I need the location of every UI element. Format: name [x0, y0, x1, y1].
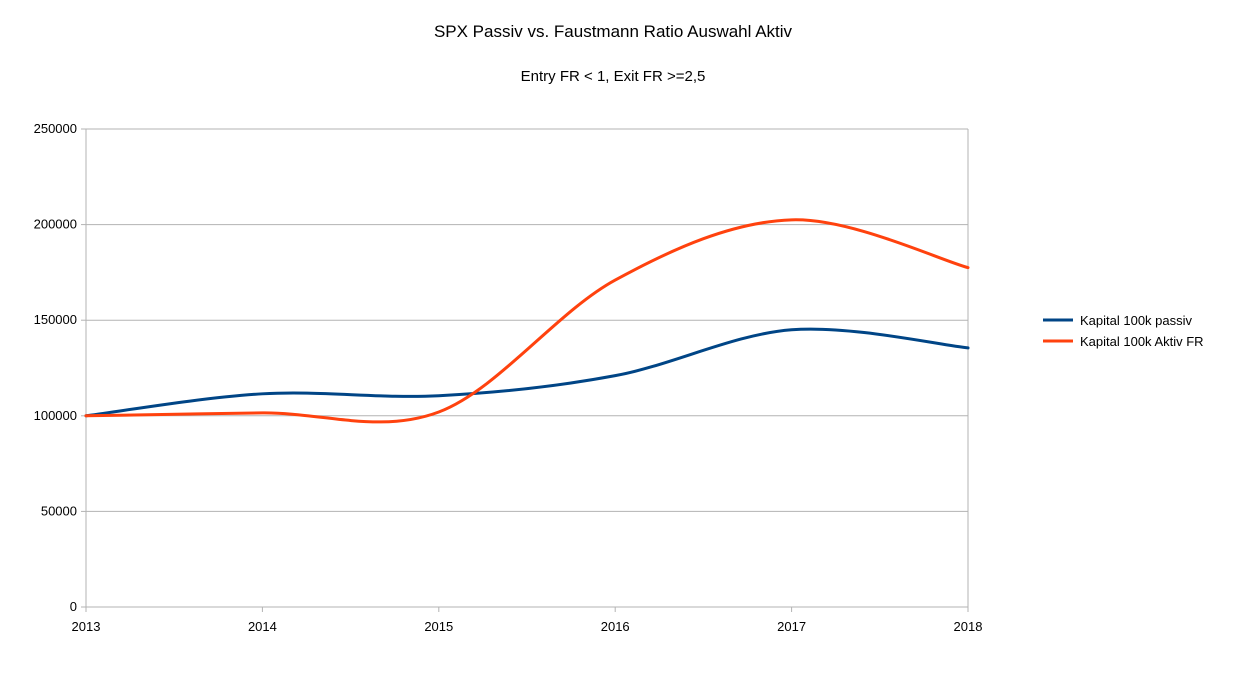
legend-label-kapital-100k-passiv: Kapital 100k passiv	[1080, 313, 1193, 328]
chart-subtitle: Entry FR < 1, Exit FR >=2,5	[521, 68, 706, 85]
chart-title: SPX Passiv vs. Faustmann Ratio Auswahl A…	[434, 22, 793, 41]
legend: Kapital 100k passiv Kapital 100k Aktiv FR	[1043, 313, 1204, 349]
series-lines	[86, 220, 968, 422]
gridlines	[86, 129, 968, 607]
y-tick-label: 100000	[34, 408, 77, 423]
y-tick-label: 150000	[34, 312, 77, 327]
legend-label-kapital-100k-aktiv-fr: Kapital 100k Aktiv FR	[1080, 334, 1204, 349]
x-tick-label: 2017	[777, 619, 806, 634]
y-tick-label: 0	[70, 599, 77, 614]
axes: 0 50000 100000 150000 200000 250000 2013 2014 20…	[34, 121, 983, 634]
x-tick-label: 2016	[601, 619, 630, 634]
y-tick-label: 50000	[41, 503, 77, 518]
x-tick-label: 2018	[954, 619, 983, 634]
x-tick-label: 2015	[424, 619, 453, 634]
y-tick-label: 250000	[34, 121, 77, 136]
x-tick-label: 2014	[248, 619, 277, 634]
series-line-kapital-100k-aktiv-fr	[86, 220, 968, 422]
series-line-kapital-100k-passiv	[86, 329, 968, 416]
y-tick-label: 200000	[34, 217, 77, 232]
x-tick-label: 2013	[72, 619, 101, 634]
